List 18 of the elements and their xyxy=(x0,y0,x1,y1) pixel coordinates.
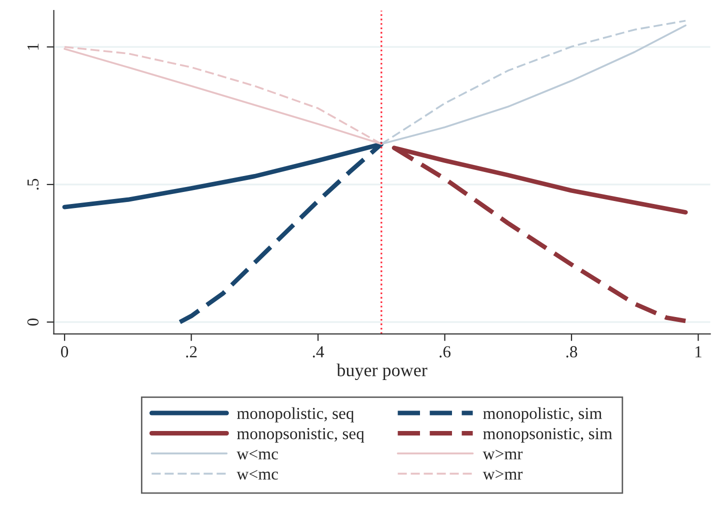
y-tick-label: 1 xyxy=(27,44,38,50)
legend-label: monopsonistic, sim xyxy=(483,428,612,443)
legend-label: monopolistic, seq xyxy=(237,407,354,422)
x-tick-label: .6 xyxy=(440,346,451,358)
legend-label: w<mc xyxy=(236,450,278,460)
x-axis-title: buyer power xyxy=(336,364,428,380)
legend-label: w<mc xyxy=(236,470,278,480)
y-tick-label: .5 xyxy=(28,178,39,190)
legend-label: w>mr xyxy=(482,450,523,460)
x-tick-label: .8 xyxy=(566,346,578,358)
x-tick-label: 0 xyxy=(61,346,68,358)
legend-label: monopolistic, sim xyxy=(483,407,602,422)
legend-label: w>mr xyxy=(482,470,523,480)
x-tick-label: .2 xyxy=(186,346,197,358)
x-tick-label: 1 xyxy=(696,346,702,358)
legend-label: monopsonistic, seq xyxy=(237,428,364,443)
x-tick-label: .4 xyxy=(312,346,324,358)
y-tick-label: 0 xyxy=(27,318,39,326)
